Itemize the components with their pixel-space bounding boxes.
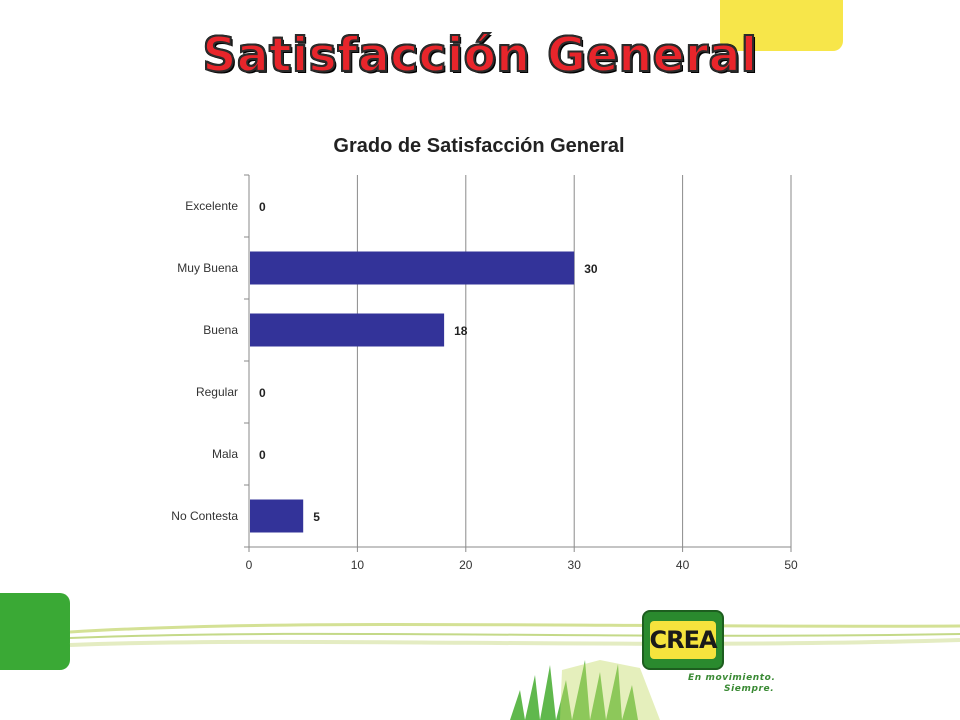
crea-logo: CREA	[642, 610, 724, 670]
x-tick-label-3: 30	[568, 558, 582, 572]
bar-1	[250, 251, 575, 285]
slogan-line-2: Siempre.	[724, 684, 775, 694]
bar-2	[250, 313, 445, 347]
crea-logo-text: CREA	[649, 621, 718, 659]
category-label-4: Mala	[212, 447, 238, 461]
category-label-2: Buena	[203, 323, 238, 337]
x-tick-label-0: 0	[246, 558, 253, 572]
category-label-5: No Contesta	[171, 509, 238, 523]
data-label-1: 30	[584, 262, 598, 276]
chart-title: Grado de Satisfacción General	[333, 135, 624, 157]
x-tick-label-5: 50	[784, 558, 798, 572]
data-label-2: 18	[454, 324, 468, 338]
data-labels: 0 30 18 0 0 5	[259, 200, 598, 524]
category-label-3: Regular	[196, 385, 238, 399]
data-label-0: 0	[259, 200, 266, 214]
x-tick-label-4: 40	[676, 558, 690, 572]
x-tick-label-1: 10	[351, 558, 365, 572]
slogan: En movimiento. Siempre.	[688, 673, 788, 695]
category-label-1: Muy Buena	[177, 261, 238, 275]
category-label-0: Excelente	[185, 199, 238, 213]
slogan-line-1: En movimiento.	[688, 673, 776, 683]
gridlines	[356, 175, 792, 547]
x-tick-label-2: 20	[459, 558, 473, 572]
data-label-5: 5	[313, 510, 320, 524]
bar-5	[250, 499, 304, 533]
bars	[250, 251, 575, 533]
data-label-4: 0	[259, 448, 266, 462]
green-accent-tab	[0, 593, 70, 670]
slide-title: Satisfacción General	[201, 27, 758, 84]
data-label-3: 0	[259, 386, 266, 400]
yellow-accent-tab	[720, 0, 843, 51]
